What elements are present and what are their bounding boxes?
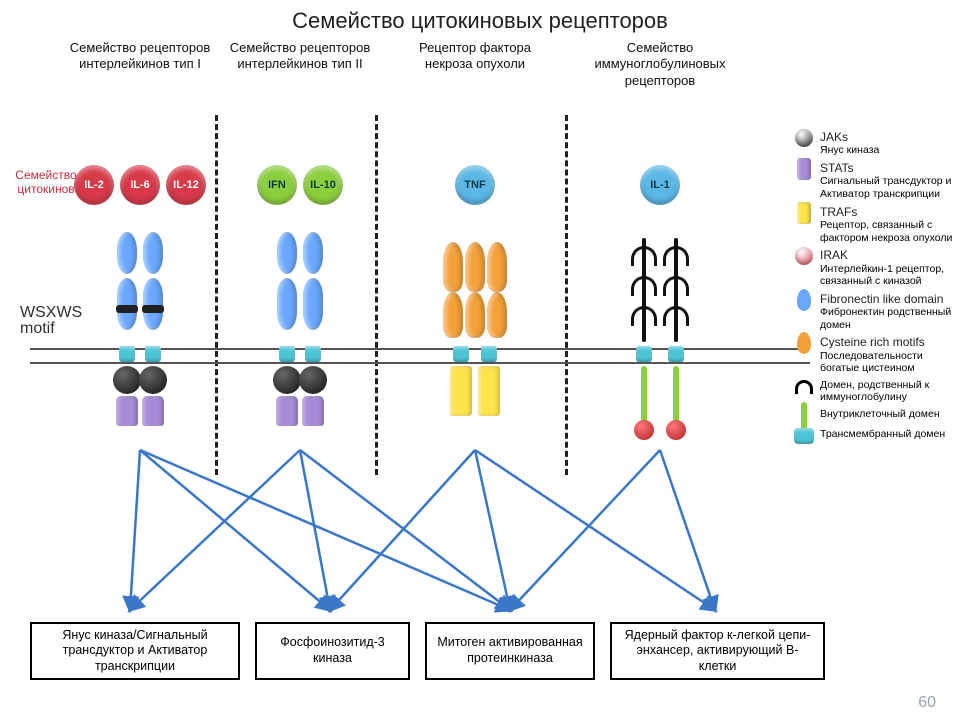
legend-label: Трансмембранный домен: [820, 428, 954, 441]
legend-row: JAKsЯнус киназа: [794, 130, 954, 157]
pathway-box: Ядерный фактор к-легкой цепи-энхансер, а…: [610, 622, 825, 680]
legend-row: IRAKИнтерлейкин-1 рецептор, связанный с …: [794, 248, 954, 288]
legend-row: Fibronectin like domainФибронектин родст…: [794, 292, 954, 332]
legend: JAKsЯнус киназа STATsСигнальный трансдукт…: [794, 130, 954, 448]
legend-row: Домен, родственный к иммуноглобулину: [794, 379, 954, 404]
legend-row: Трансмембранный домен: [794, 428, 954, 444]
legend-swatch: [794, 292, 814, 308]
page-number: 60: [918, 694, 936, 712]
legend-swatch: [794, 130, 814, 146]
legend-label: TRAFsРецептор, связанный с фактором некр…: [820, 205, 954, 245]
pathway-box: Фосфоинозитид-3 киназа: [255, 622, 410, 680]
legend-swatch: [794, 379, 814, 395]
legend-label: Внутриклеточный домен: [820, 408, 954, 421]
legend-row: Cysteine rich motifsПоследовательности б…: [794, 335, 954, 375]
legend-label: Fibronectin like domainФибронектин родст…: [820, 292, 954, 332]
legend-swatch: [794, 161, 814, 177]
legend-label: Cysteine rich motifsПоследовательности б…: [820, 335, 954, 375]
legend-label: IRAKИнтерлейкин-1 рецептор, связанный с …: [820, 248, 954, 288]
legend-label: JAKsЯнус киназа: [820, 130, 954, 157]
legend-label: STATsСигнальный трансдуктор и Активатор …: [820, 161, 954, 201]
pathway-box: Янус киназа/Сигнальный трансдуктор и Акт…: [30, 622, 240, 680]
legend-label: Домен, родственный к иммуноглобулину: [820, 379, 954, 404]
legend-swatch: [794, 248, 814, 264]
legend-swatch: [794, 205, 814, 221]
legend-swatch: [794, 335, 814, 351]
legend-swatch: [794, 408, 814, 424]
legend-row: Внутриклеточный домен: [794, 408, 954, 424]
legend-row: TRAFsРецептор, связанный с фактором некр…: [794, 205, 954, 245]
pathway-box: Митоген активированная протеинкиназа: [425, 622, 595, 680]
legend-swatch: [794, 428, 814, 444]
legend-row: STATsСигнальный трансдуктор и Активатор …: [794, 161, 954, 201]
